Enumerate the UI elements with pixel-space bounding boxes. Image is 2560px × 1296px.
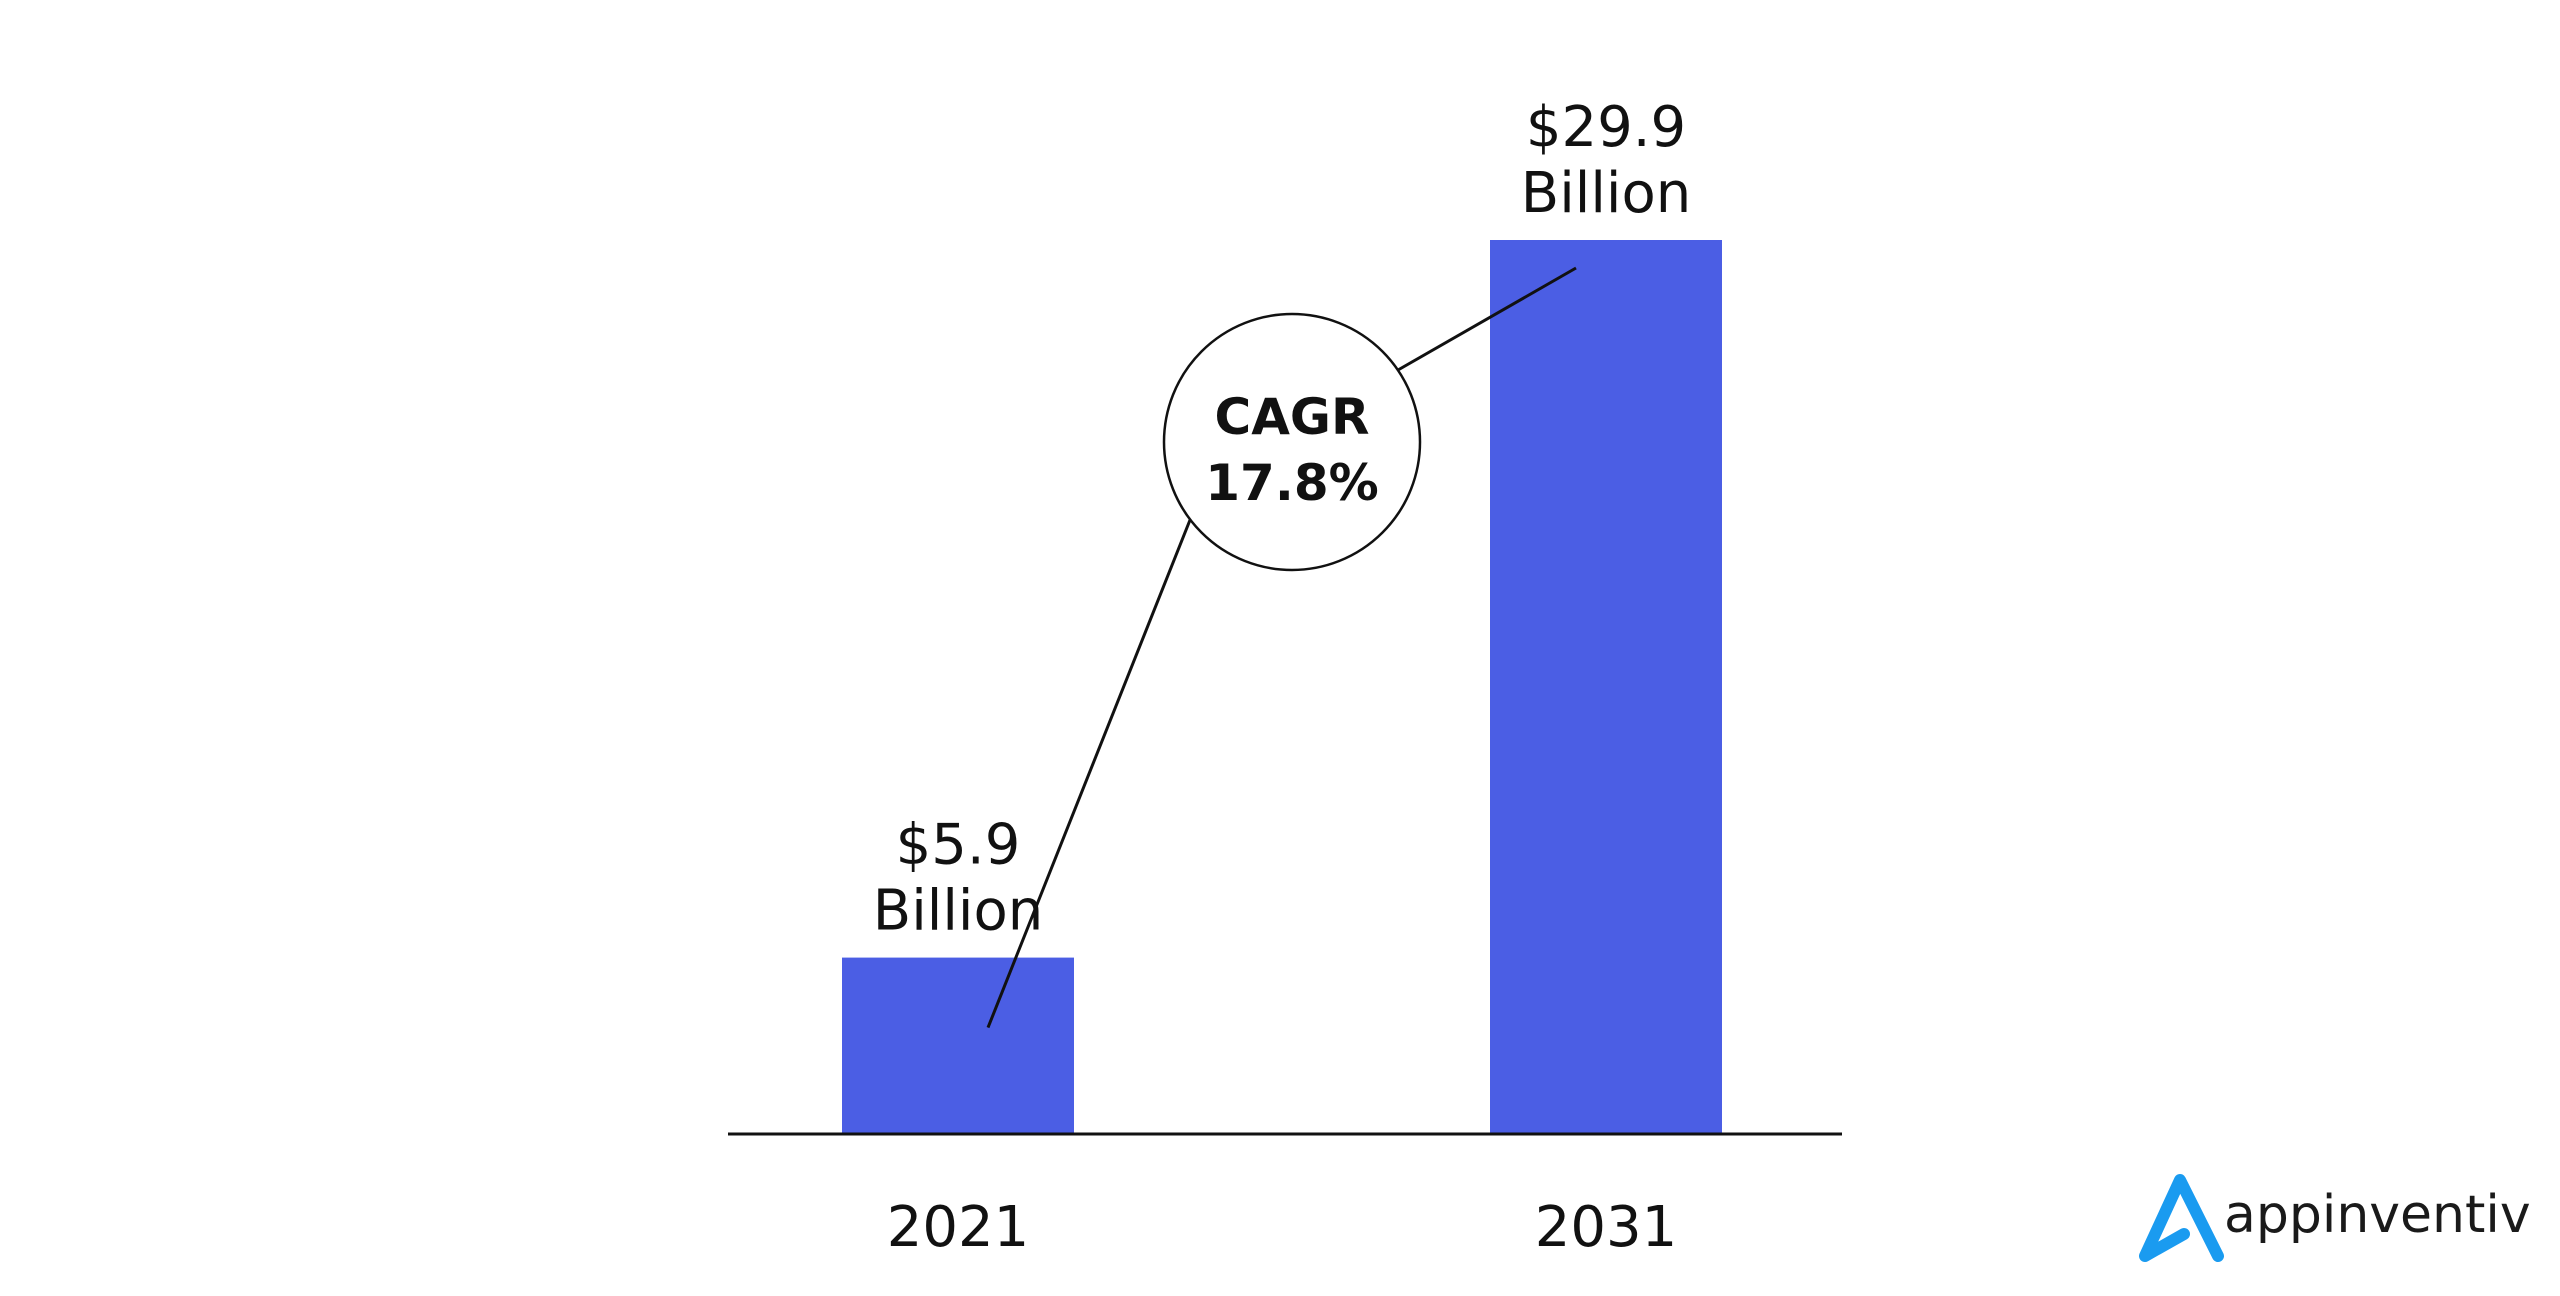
cagr-circle: [1162, 312, 1422, 572]
trend-line-segment: [1397, 266, 1577, 372]
brand-logo: appinventiv: [2139, 1174, 2531, 1262]
bars-layer: [842, 240, 1722, 1134]
value-label-amount: $5.9: [896, 813, 1021, 878]
cagr-label: CAGR: [1215, 388, 1370, 446]
x-tick-label: 2021: [887, 1195, 1030, 1260]
cagr-badge: CAGR 17.8%: [1162, 312, 1422, 572]
value-label-amount: $29.9: [1526, 95, 1686, 160]
cagr-rate: 17.8%: [1205, 454, 1378, 512]
trend-line-segment: [986, 519, 1192, 1029]
x-tick-label: 2031: [1535, 1195, 1678, 1260]
bar-2031: [1490, 240, 1722, 1134]
value-label-unit: Billion: [873, 879, 1043, 944]
trend-layer: [986, 266, 1577, 1029]
bar-2021: [842, 957, 1074, 1134]
value-label-unit: Billion: [1521, 161, 1691, 226]
brand-name: appinventiv: [2224, 1185, 2531, 1245]
appinventiv-logo-icon: [2139, 1174, 2224, 1262]
